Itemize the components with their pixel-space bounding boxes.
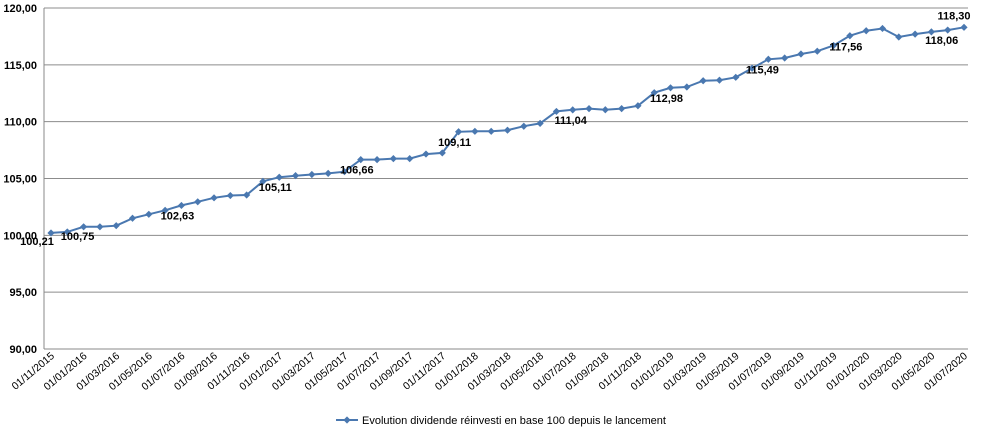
data-label: 115,49: [746, 64, 779, 76]
data-point: [960, 23, 968, 31]
data-point: [128, 214, 137, 222]
data-point: [357, 156, 365, 164]
data-point: [308, 170, 316, 179]
data-point: [748, 64, 756, 72]
y-tick-label: 100,00: [3, 230, 37, 242]
data-point: [634, 102, 642, 110]
grid-lines: [43, 7, 968, 350]
series-points: [47, 23, 968, 237]
y-tick-label: 95,00: [9, 287, 37, 299]
data-point: [243, 191, 251, 199]
y-tick-label: 110,00: [4, 117, 37, 129]
data-point: [340, 168, 349, 176]
data-point: [862, 27, 870, 35]
data-point: [715, 76, 724, 84]
data-point: [210, 194, 218, 202]
data-label: 100,21: [20, 236, 54, 248]
data-point: [666, 84, 675, 92]
legend-label: Evolution dividende réinvesti en base 10…: [362, 415, 666, 427]
data-point: [569, 106, 577, 114]
data-point: [454, 128, 463, 136]
data-point: [487, 127, 495, 135]
y-tick-label: 120,00: [3, 3, 37, 15]
data-label: 102,63: [161, 210, 195, 222]
data-point: [764, 55, 772, 63]
y-tick-label: 105,00: [3, 174, 37, 186]
data-point: [781, 54, 789, 62]
data-point: [650, 89, 658, 97]
data-point: [601, 106, 609, 114]
y-tick-label: 115,00: [4, 60, 37, 72]
data-point: [259, 177, 267, 185]
data-label: 100,75: [61, 231, 95, 243]
data-point: [112, 222, 120, 230]
data-label: 117,56: [829, 42, 862, 54]
data-label: 118,06: [925, 35, 958, 47]
data-point: [618, 104, 626, 113]
legend-marker-icon: [343, 416, 351, 424]
data-point: [177, 201, 186, 210]
data-point: [520, 122, 528, 130]
data-point: [813, 47, 821, 55]
data-point: [503, 126, 512, 134]
data-point: [846, 32, 854, 40]
data-label: 112,98: [650, 93, 683, 105]
data-point: [585, 104, 593, 113]
data-labels: 100,21 100,75 102,63 105,11 106,66 109,11 111,…: [20, 10, 970, 248]
data-point: [275, 173, 283, 181]
data-point: [471, 127, 479, 135]
data-point: [161, 206, 169, 214]
data-label: 109,11: [438, 137, 471, 149]
data-point: [422, 150, 430, 158]
data-point: [96, 223, 104, 231]
legend: Evolution dividende réinvesti en base 10…: [336, 415, 666, 427]
data-point: [80, 223, 88, 231]
data-label: 106,66: [340, 165, 374, 177]
data-point: [324, 169, 332, 177]
data-point: [194, 198, 202, 206]
data-point: [911, 30, 919, 38]
data-point: [63, 228, 71, 236]
data-point: [699, 77, 707, 85]
data-label: 111,04: [554, 115, 587, 127]
data-point: [536, 119, 544, 127]
data-point: [291, 172, 300, 180]
data-point: [732, 73, 740, 81]
x-axis: 01/11/201501/01/201601/03/201601/05/2016…: [10, 350, 970, 393]
y-axis: 90,00 95,00 100,00 105,00 110,00 115,00 120,00: [3, 3, 37, 356]
data-point: [389, 155, 397, 163]
data-point: [797, 50, 805, 58]
data-point: [944, 26, 952, 34]
data-point: [683, 83, 691, 91]
data-label: 105,11: [259, 182, 292, 194]
data-point: [145, 210, 153, 218]
data-point: [47, 229, 55, 237]
data-point: [552, 107, 561, 116]
data-point: [226, 191, 234, 200]
data-label: 118,30: [937, 10, 970, 22]
data-point: [373, 156, 381, 164]
data-point: [895, 33, 903, 41]
data-point: [878, 24, 887, 33]
data-point: [829, 41, 838, 50]
data-point: [438, 149, 446, 157]
y-tick-label: 90,00: [9, 344, 37, 356]
data-point: [927, 28, 935, 36]
data-point: [406, 155, 414, 163]
